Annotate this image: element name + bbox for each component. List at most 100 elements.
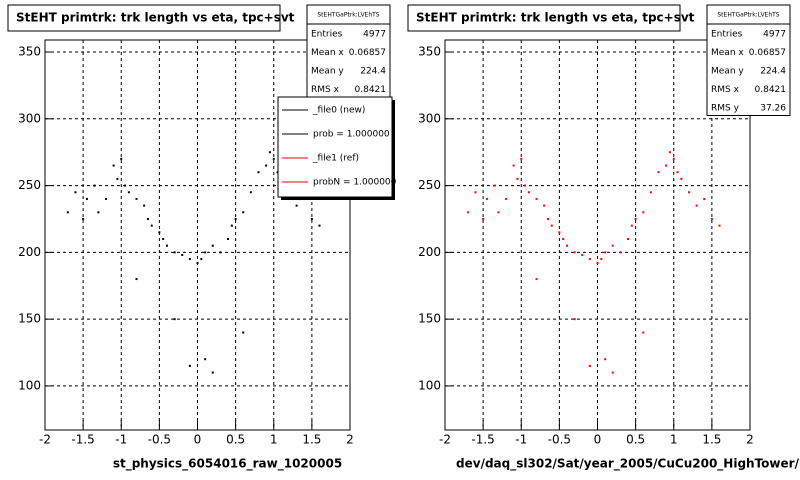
point: [173, 318, 176, 321]
point: [558, 231, 561, 234]
point: [649, 191, 652, 194]
stats-label: RMS y: [711, 104, 740, 114]
point: [74, 191, 77, 194]
point: [535, 278, 538, 281]
point: [596, 262, 599, 265]
point: [105, 197, 107, 200]
y-tick-label: 250: [18, 178, 41, 192]
point: [158, 231, 161, 234]
point: [600, 258, 603, 261]
point: [474, 191, 477, 194]
x-tick-label: 0: [594, 433, 602, 447]
point: [619, 251, 622, 254]
point: [588, 258, 591, 261]
x-tick-label: -1: [515, 433, 527, 447]
point: [124, 184, 127, 187]
x-tick-label: 1: [270, 433, 278, 447]
y-tick-label: 200: [418, 245, 441, 259]
point: [512, 164, 515, 167]
x-tick-label: 2: [746, 433, 754, 447]
point: [627, 238, 629, 241]
point: [127, 191, 130, 194]
point: [112, 164, 115, 167]
point: [516, 177, 519, 180]
point: [505, 197, 507, 200]
point: [242, 211, 245, 214]
point: [66, 211, 69, 214]
stats-title: StEHTGaPtrk:LVEhTS: [317, 12, 379, 19]
point: [143, 204, 146, 207]
x-tick-label: -2: [39, 433, 51, 447]
y-tick-label: 150: [418, 312, 441, 326]
point: [550, 224, 553, 227]
stats-value: 224.4: [360, 67, 386, 77]
point: [116, 177, 119, 180]
stats-label: RMS x: [711, 85, 740, 95]
point: [211, 371, 214, 374]
point: [162, 238, 165, 241]
point: [135, 278, 138, 281]
point: [497, 211, 500, 214]
point: [573, 318, 576, 321]
y-tick-label: 350: [418, 45, 441, 59]
point: [581, 254, 584, 257]
point: [249, 191, 252, 194]
x-tick-label: 2: [346, 433, 354, 447]
stats-label: Mean y: [711, 67, 744, 77]
x-tick-label: -1.5: [471, 433, 494, 447]
stats-value: 4977: [363, 30, 386, 40]
stats-title: StEHTGaPtrk:LVEhTS: [717, 12, 779, 19]
x-tick-label: -1.5: [71, 433, 94, 447]
point: [295, 204, 298, 207]
point: [188, 364, 191, 367]
x-tick-label: 0: [194, 433, 202, 447]
point: [211, 244, 214, 247]
x-tick-label: 1: [670, 433, 678, 447]
stats-value: 0.06857: [349, 48, 386, 58]
point: [611, 244, 614, 247]
point: [718, 224, 721, 227]
point: [196, 262, 199, 265]
point: [166, 244, 168, 247]
point: [318, 224, 321, 227]
point: [265, 164, 268, 167]
stats-label: Mean y: [311, 67, 344, 77]
point: [642, 331, 645, 334]
point: [146, 217, 149, 220]
point: [546, 217, 549, 220]
y-tick-label: 100: [18, 378, 41, 392]
point: [204, 251, 207, 254]
point: [204, 358, 207, 361]
point: [82, 217, 85, 220]
point: [466, 211, 469, 214]
chart-title: StEHT primtrk: trk length vs eta, tpc+sv…: [16, 11, 295, 25]
point: [485, 197, 488, 200]
x-tick-label: 0.5: [626, 433, 645, 447]
point: [535, 197, 538, 200]
point: [573, 251, 576, 254]
y-tick-label: 300: [18, 111, 41, 125]
point: [482, 217, 485, 220]
stats-label: Mean x: [311, 48, 344, 58]
point: [135, 197, 138, 200]
point: [588, 364, 591, 367]
point: [665, 164, 668, 167]
point: [672, 157, 675, 160]
legend-label: _file1 (ref): [312, 154, 359, 164]
stats-value: 4977: [763, 30, 786, 40]
point: [676, 171, 679, 174]
x-tick-label: -2: [439, 433, 451, 447]
y-tick-label: 250: [418, 178, 441, 192]
point: [310, 217, 313, 220]
point: [272, 157, 275, 160]
point: [524, 184, 527, 187]
stats-value: 37.26: [760, 104, 786, 114]
point: [181, 254, 184, 257]
point: [268, 151, 271, 154]
x-tick-label: -0.5: [148, 433, 171, 447]
legend-label: _file0 (new): [312, 106, 365, 116]
point: [150, 224, 153, 227]
point: [242, 331, 245, 334]
stats-label: Entries: [711, 30, 743, 40]
